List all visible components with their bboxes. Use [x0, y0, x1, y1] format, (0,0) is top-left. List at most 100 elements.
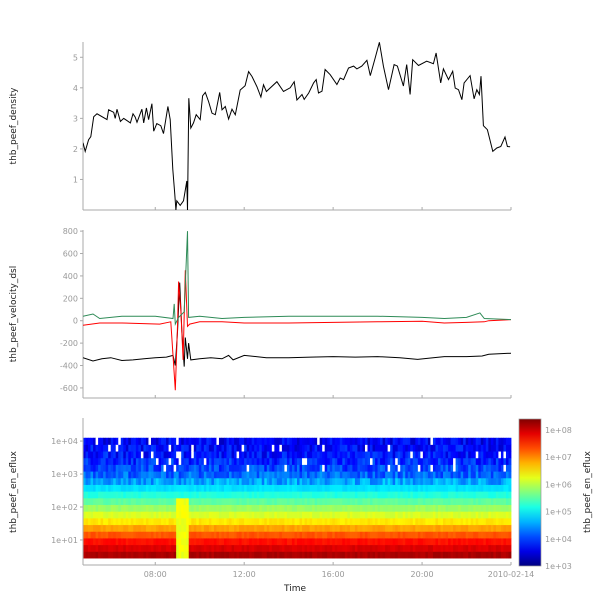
- spectrogram-cell: [397, 538, 401, 546]
- spectrogram-cell: [279, 484, 283, 492]
- spectrogram-cell: [445, 497, 449, 506]
- spectrogram-cell: [490, 437, 494, 445]
- spectrogram-cell: [302, 544, 305, 552]
- spectrogram-cell: [397, 497, 401, 506]
- spectrogram-cell: [271, 477, 275, 485]
- spectrogram-cell: [304, 471, 308, 479]
- spectrogram-cell: [465, 444, 469, 452]
- spectrogram-cell: [166, 437, 169, 445]
- spectrogram-cell: [480, 511, 484, 519]
- spectrogram-cell: [229, 511, 232, 519]
- spectrogram-cell: [382, 437, 386, 445]
- spectrogram-cell: [337, 504, 341, 512]
- spectrogram-cell: [445, 444, 449, 452]
- spectrogram-cell: [281, 511, 285, 519]
- spectrogram-cell: [276, 531, 280, 539]
- spectrogram-cell: [110, 437, 114, 445]
- spectrogram-cell: [478, 491, 482, 499]
- spectrogram-cell: [468, 544, 472, 552]
- spectrogram-cell: [460, 524, 464, 532]
- spectrogram-cell: [317, 551, 321, 559]
- spectrogram-cell: [249, 477, 253, 485]
- spectrogram-cell: [304, 538, 308, 546]
- spectrogram-cell: [100, 491, 104, 499]
- spectrogram-cell: [440, 531, 444, 539]
- series-line-y: [83, 270, 511, 391]
- spectrogram-cell: [302, 471, 305, 479]
- spectrogram-cell: [221, 551, 225, 559]
- spectrogram-cell: [274, 477, 278, 485]
- spectrogram-cell: [483, 451, 487, 459]
- spectrogram-cell: [234, 497, 237, 506]
- spectrogram-cell: [405, 524, 409, 532]
- spectrogram-cell: [505, 477, 509, 485]
- spectrogram-cell: [108, 531, 112, 539]
- spectrogram-cell: [312, 551, 316, 559]
- spectrogram-cell: [420, 444, 424, 452]
- spectrogram-cell: [334, 464, 338, 472]
- spectrogram-cell: [450, 538, 454, 546]
- spectrogram-cell: [309, 531, 313, 539]
- spectrogram-cell: [420, 477, 424, 485]
- spectrogram-cell: [445, 524, 449, 532]
- spectrogram-cell: [145, 464, 149, 472]
- spectrogram-cell: [385, 437, 389, 445]
- spectrogram-cell: [400, 437, 404, 445]
- spectrogram-cell: [465, 464, 469, 472]
- spectrogram-cell: [312, 457, 316, 465]
- spectrogram-cell: [364, 497, 368, 506]
- spectrogram-cell: [236, 464, 240, 472]
- spectrogram-cell: [362, 451, 366, 459]
- spectrogram-cell: [251, 484, 255, 492]
- spectrogram-cell: [425, 538, 429, 546]
- spectrogram-cell: [128, 437, 132, 445]
- spectrogram-cell: [211, 524, 215, 532]
- spectrogram-cell: [359, 504, 363, 512]
- spectrogram-cell: [359, 538, 363, 546]
- spectrogram-cell: [171, 491, 175, 499]
- spectrogram-cell: [304, 544, 308, 552]
- y-tick-label: 1e+01: [51, 536, 78, 545]
- spectrogram-cell: [498, 471, 502, 479]
- spectrogram-cell: [478, 551, 482, 559]
- spectrogram-cell: [211, 538, 215, 546]
- y-tick-label: 0: [73, 317, 78, 326]
- spectrogram-cell: [221, 444, 225, 452]
- spectrogram-cell: [412, 511, 416, 519]
- spectrogram-cell: [113, 497, 117, 506]
- spectrogram-cell: [123, 538, 127, 546]
- spectrogram-cell: [226, 544, 230, 552]
- spectrogram-cell: [123, 444, 127, 452]
- spectrogram-cell: [385, 444, 389, 452]
- spectrogram-cell: [400, 551, 404, 559]
- spectrogram-cell: [299, 464, 303, 472]
- spectrogram-cell: [407, 457, 411, 465]
- spectrogram-cell: [123, 457, 127, 465]
- spectrogram-cell: [377, 457, 381, 465]
- spectrogram-cell: [334, 504, 338, 512]
- spectrogram-cell: [415, 517, 419, 526]
- spectrogram-cell: [437, 531, 441, 539]
- spectrogram-cell: [503, 491, 507, 499]
- spectrogram-cell: [256, 477, 260, 485]
- spectrogram-cell: [216, 531, 220, 539]
- spectrogram-cell: [274, 504, 278, 512]
- spectrogram-cell: [405, 517, 409, 526]
- spectrogram-cell: [148, 444, 152, 452]
- spectrogram-cell: [221, 471, 225, 479]
- spectrogram-cell: [246, 538, 250, 546]
- spectrogram-cell: [400, 477, 404, 485]
- spectrogram-cell: [332, 484, 336, 492]
- spectrogram-cell: [266, 457, 270, 465]
- spectrogram-cell: [302, 504, 305, 512]
- spectrogram-cell: [352, 517, 356, 526]
- spectrogram-cell: [430, 491, 434, 499]
- spectrogram-cell: [188, 444, 192, 452]
- spectrogram-cell: [213, 471, 217, 479]
- spectrogram-cell: [249, 444, 253, 452]
- spectrogram-cell: [264, 457, 268, 465]
- spectrogram-cell: [216, 471, 220, 479]
- spectrogram-cell: [455, 444, 459, 452]
- spectrogram-cell: [234, 504, 237, 512]
- spectrogram-cell: [256, 451, 260, 459]
